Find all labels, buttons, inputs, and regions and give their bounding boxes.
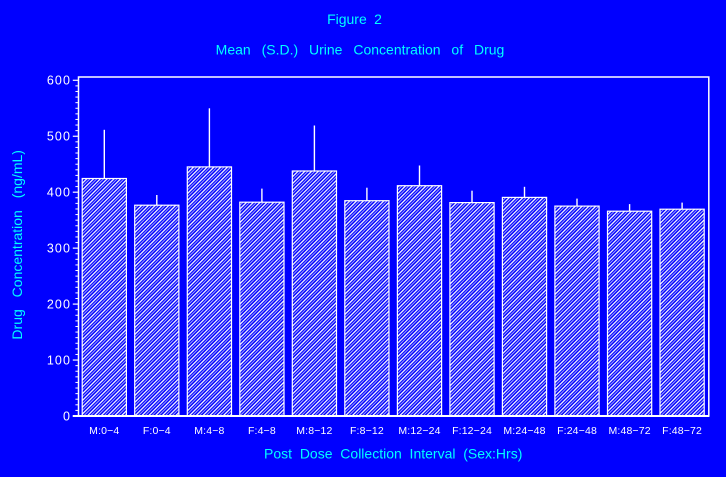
svg-text:M:24−48: M:24−48 [503,425,545,437]
svg-text:600: 600 [47,74,71,88]
svg-text:F:8−12: F:8−12 [350,425,384,437]
svg-text:400: 400 [47,185,71,199]
svg-text:Post Dose Collection Interval: Post Dose Collection Interval (Sex:Hrs) [264,445,522,461]
svg-text:M:0−4: M:0−4 [89,425,119,437]
svg-text:F:4−8: F:4−8 [248,425,276,437]
svg-text:200: 200 [47,297,71,311]
svg-text:Drug Concentration (ng/mL): Drug Concentration (ng/mL) [9,150,25,340]
svg-text:M:8−12: M:8−12 [296,425,332,437]
svg-text:F:24−48: F:24−48 [557,425,597,437]
svg-text:M:48−72: M:48−72 [608,425,650,437]
svg-text:F:0−4: F:0−4 [143,425,171,437]
svg-text:M:4−8: M:4−8 [194,425,224,437]
svg-text:300: 300 [47,241,71,255]
svg-text:F:48−72: F:48−72 [662,425,702,437]
svg-text:Mean (S.D.) Urine Concentratio: Mean (S.D.) Urine Concentration of Drug [216,42,505,58]
svg-text:Figure 2: Figure 2 [327,11,382,27]
svg-text:100: 100 [47,353,71,367]
svg-text:F:12−24: F:12−24 [452,425,492,437]
svg-text:0: 0 [63,409,71,423]
svg-text:500: 500 [47,130,71,144]
svg-text:M:12−24: M:12−24 [398,425,440,437]
